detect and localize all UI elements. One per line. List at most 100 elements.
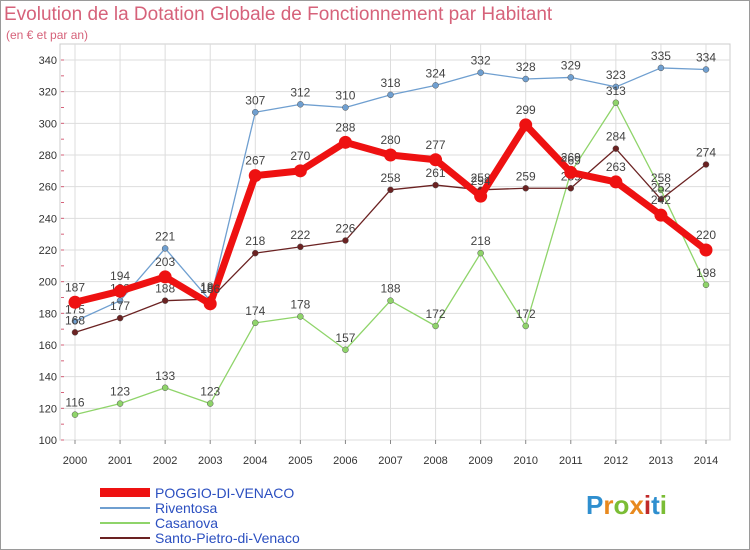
data-point [522,185,529,192]
x-tick-label: 2010 [513,455,537,467]
data-point [612,145,620,152]
data-point [387,297,394,304]
data-point [387,186,394,194]
data-point [477,69,484,76]
data-point [297,313,304,320]
data-point [203,297,217,311]
data-label: 226 [335,222,355,236]
data-point [161,384,169,391]
y-tick-label: 320 [39,87,57,99]
data-label: 198 [696,266,716,280]
data-point [519,118,533,132]
data-label: 123 [200,385,220,399]
data-point [116,400,124,407]
data-label: 186 [200,282,220,296]
data-label: 318 [380,76,400,90]
data-label: 335 [651,49,671,63]
y-tick-label: 180 [39,308,57,320]
data-label: 334 [696,51,716,65]
data-point [161,245,169,252]
data-label: 274 [696,146,716,160]
x-tick-label: 2008 [423,455,447,467]
logo-letter: x [629,490,644,520]
x-tick-label: 2000 [63,455,87,467]
data-point [699,243,713,257]
data-point [474,189,488,203]
x-tick-label: 2006 [333,455,357,467]
data-label: 218 [471,234,491,248]
data-point [657,196,665,203]
data-point [477,249,484,257]
data-label: 178 [290,298,310,312]
data-label: 270 [290,149,310,163]
data-label: 168 [65,313,85,327]
data-label: 277 [426,138,446,152]
logo-letter: P [586,490,604,520]
y-tick-label: 220 [39,245,57,257]
data-point [71,318,79,325]
x-tick-label: 2001 [108,455,132,467]
data-label: 187 [65,280,85,294]
data-point [116,314,124,322]
y-tick-label: 340 [39,55,57,67]
legend-item: Casanova [100,515,500,531]
x-tick-label: 2014 [694,455,718,467]
data-point [612,99,620,106]
plot-area [59,43,731,441]
legend-label: POGGIO-DI-VENACO [155,485,295,501]
data-point [522,75,529,83]
logo-letter: r [603,490,614,520]
legend-item: POGGIO-DI-VENACO [100,485,500,501]
data-point [293,164,307,178]
data-point [252,109,259,116]
data-label: 220 [696,228,716,242]
data-point [342,104,349,111]
data-label: 258 [380,171,400,185]
data-label: 203 [155,255,175,269]
data-point [338,135,352,149]
data-label: 221 [155,229,175,243]
data-point [113,284,127,298]
logo-letter: i [659,490,667,520]
data-point [68,295,82,309]
data-point [158,270,172,284]
data-point [567,185,575,192]
data-label: 261 [426,166,446,180]
data-point [252,319,259,327]
data-label: 280 [380,133,400,147]
legend-label: Santo-Pietro-di-Venaco [155,530,300,546]
legend: POGGIO-DI-VENACO Riventosa Casanova Santo-P… [100,485,500,546]
data-point [522,322,529,330]
data-label: 323 [606,68,626,82]
legend-swatch [100,522,150,524]
data-label: 328 [516,60,536,74]
data-label: 332 [471,54,491,68]
y-tick-label: 280 [39,150,57,162]
data-point [702,281,710,289]
data-label: 258 [651,171,671,185]
data-point [612,83,620,91]
data-label: 313 [606,84,626,98]
data-label: 267 [245,154,265,168]
x-tick-label: 2003 [198,455,222,467]
data-label: 254 [471,174,491,188]
data-point [297,243,304,251]
data-label: 172 [426,307,446,321]
data-point [429,153,443,167]
data-label: 259 [516,169,536,183]
data-point [567,74,575,81]
x-tick-label: 2009 [468,455,492,467]
data-label: 269 [561,150,581,164]
data-label: 123 [110,385,130,399]
y-tick-label: 300 [39,118,57,130]
data-point [297,101,304,108]
chart-subtitle: (en € et par an) [6,28,89,42]
data-label: 174 [245,304,265,318]
proxiti-logo: Proxiti [586,490,667,521]
data-point [657,64,665,72]
data-label: 222 [290,228,310,242]
data-point [342,237,349,244]
data-point [248,169,262,183]
y-tick-label: 240 [39,213,57,225]
